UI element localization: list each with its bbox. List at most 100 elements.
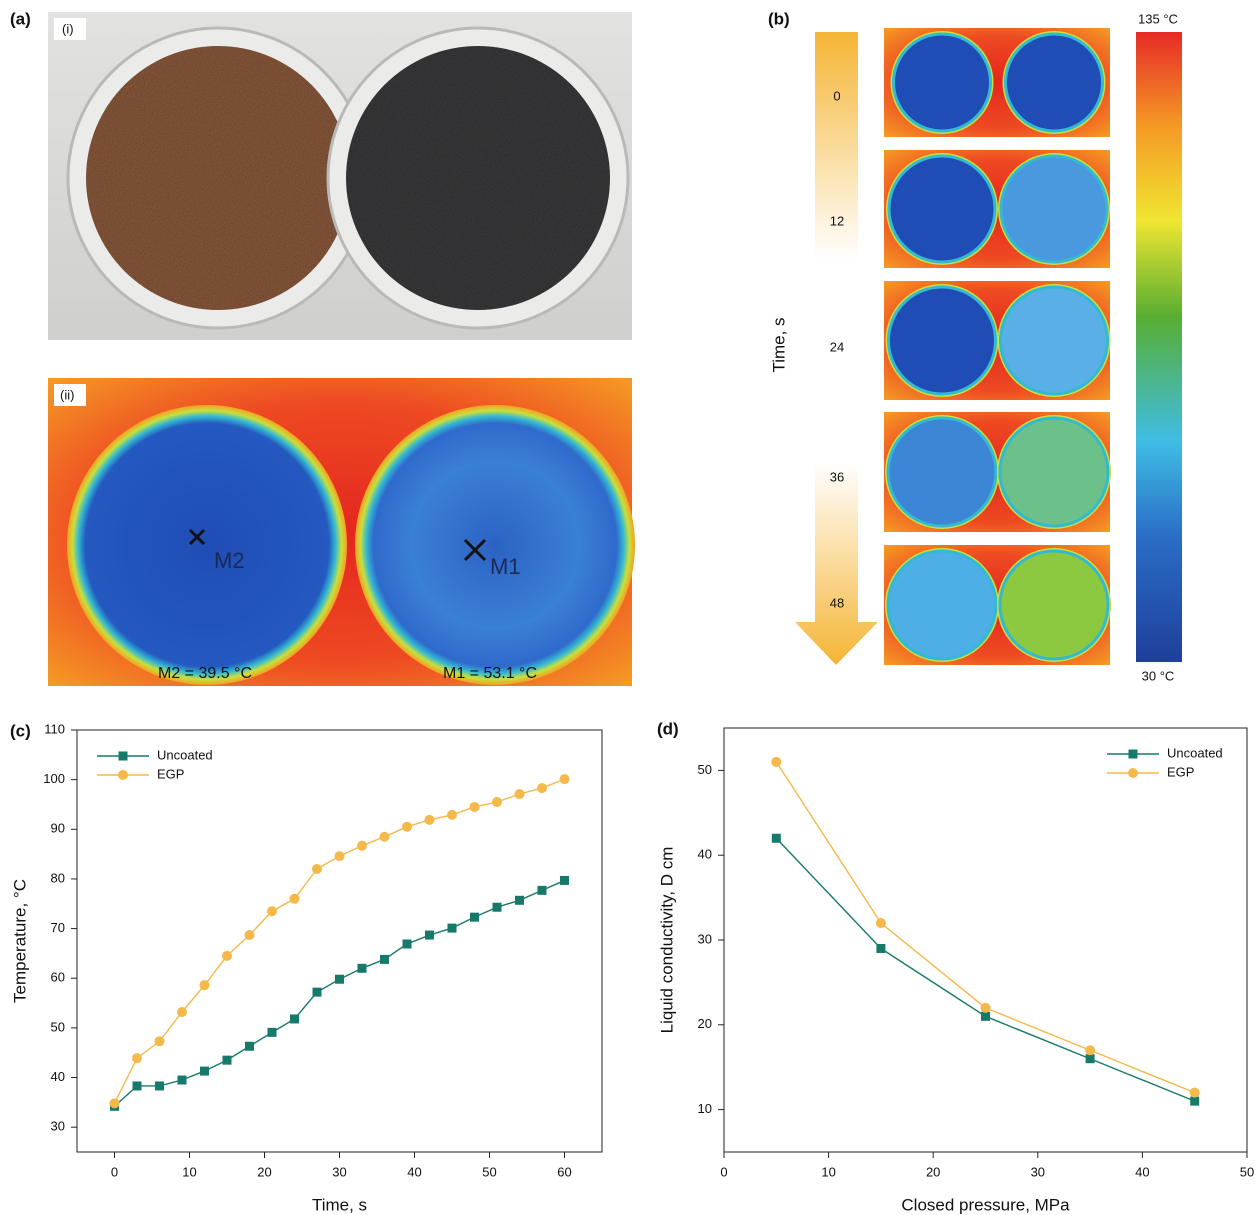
legend-marker (1128, 768, 1138, 778)
marker (358, 964, 367, 973)
y-axis-title: Liquid conductivity, D cm (657, 847, 676, 1034)
marker (402, 822, 412, 832)
legend-marker (119, 752, 128, 761)
dish (1001, 156, 1107, 262)
series-line (776, 762, 1194, 1093)
marker (200, 980, 210, 990)
y-tick-label: 40 (51, 1069, 65, 1084)
marker (313, 988, 322, 997)
x-tick-label: 40 (407, 1164, 421, 1179)
marker (290, 1014, 299, 1023)
marker (981, 1012, 990, 1021)
sub-label: (i) (62, 21, 74, 36)
marker-label: M1 (490, 554, 521, 579)
colorbar (1136, 32, 1182, 662)
dish (1000, 418, 1108, 526)
dish (894, 34, 991, 131)
marker (245, 930, 255, 940)
dish (889, 287, 996, 394)
marker-label: M2 (214, 548, 245, 573)
marker (771, 757, 781, 767)
panel-label: (c) (10, 721, 31, 740)
marker (515, 896, 524, 905)
marker (470, 802, 480, 812)
dish (1001, 287, 1108, 394)
legend-marker (118, 770, 128, 780)
marker (290, 894, 300, 904)
marker (380, 832, 390, 842)
y-tick-label: 50 (698, 762, 712, 777)
series-line (115, 779, 565, 1103)
y-tick-label: 90 (51, 821, 65, 836)
series-line (115, 880, 565, 1106)
marker (493, 903, 502, 912)
y-tick-label: 30 (51, 1119, 65, 1134)
y-tick-label: 100 (43, 771, 65, 786)
marker (155, 1036, 165, 1046)
x-tick-label: 40 (1135, 1164, 1149, 1179)
x-tick-label: 20 (926, 1164, 940, 1179)
readout: M1 = 53.1 °C (443, 665, 537, 682)
time-label: 0 (833, 88, 840, 103)
y-tick-label: 40 (698, 847, 712, 862)
marker (222, 951, 232, 961)
x-tick-label: 10 (821, 1164, 835, 1179)
x-tick-label: 30 (1031, 1164, 1045, 1179)
marker (267, 906, 277, 916)
marker (132, 1053, 142, 1063)
marker (403, 939, 412, 948)
x-tick-label: 50 (1240, 1164, 1254, 1179)
y-tick-label: 60 (51, 970, 65, 985)
x-axis-title: Closed pressure, MPa (901, 1195, 1070, 1214)
thermal-image (48, 378, 635, 686)
marker (1086, 1054, 1095, 1063)
marker (335, 975, 344, 984)
dish (889, 156, 995, 262)
marker (223, 1056, 232, 1065)
marker (425, 931, 434, 940)
x-tick-label: 0 (111, 1164, 118, 1179)
marker (448, 924, 457, 933)
thermal-frames (884, 28, 1111, 665)
x-tick-label: 50 (482, 1164, 496, 1179)
marker (177, 1007, 187, 1017)
marker (200, 1067, 209, 1076)
marker (425, 815, 435, 825)
time-label: 36 (830, 469, 844, 484)
marker (1190, 1097, 1199, 1106)
marker (447, 810, 457, 820)
marker (335, 851, 345, 861)
colorbar-label: 135 °C (1138, 11, 1178, 26)
marker (538, 886, 547, 895)
marker (133, 1081, 142, 1090)
sub-label: (ii) (60, 387, 74, 402)
dish (1006, 34, 1103, 131)
marker (357, 841, 367, 851)
marker (178, 1076, 187, 1085)
figure: (a) (i) (ii) M2 M1 M2 = 39.5 °C M1 = 53.… (0, 0, 1255, 1215)
marker (772, 834, 781, 843)
y-tick-label: 70 (51, 920, 65, 935)
marker (1190, 1088, 1200, 1098)
marker (515, 789, 525, 799)
marker (155, 1081, 164, 1090)
x-tick-label: 10 (182, 1164, 196, 1179)
marker (380, 955, 389, 964)
marker (876, 944, 885, 953)
marker (981, 1003, 991, 1013)
marker (560, 774, 570, 784)
marker (492, 797, 502, 807)
readout: M2 = 39.5 °C (158, 665, 252, 682)
marker (560, 876, 569, 885)
marker (1085, 1045, 1095, 1055)
x-tick-label: 60 (557, 1164, 571, 1179)
dish (888, 418, 996, 526)
y-tick-label: 50 (51, 1019, 65, 1034)
legend-marker (1129, 750, 1138, 759)
marker (537, 783, 547, 793)
marker (312, 864, 322, 874)
time-label: 12 (830, 213, 844, 228)
legend-label: EGP (157, 766, 184, 781)
dish (1000, 551, 1108, 659)
x-tick-label: 30 (332, 1164, 346, 1179)
